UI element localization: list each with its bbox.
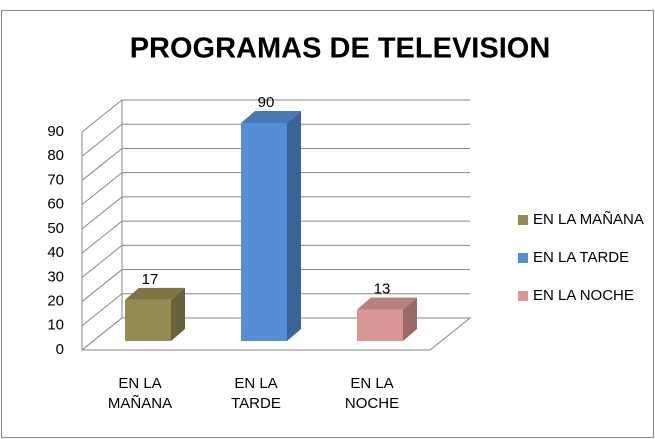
bar <box>241 123 287 341</box>
y-tick-label: 30 <box>47 268 64 285</box>
x-tick-label: EN LA TARDE <box>231 375 281 412</box>
legend-label: EN LA MAÑANA <box>533 211 644 228</box>
bar-top <box>241 111 301 123</box>
bar-side <box>171 287 185 341</box>
y-tick-label: 80 <box>47 147 64 164</box>
bar <box>357 309 403 341</box>
bar <box>125 299 171 341</box>
data-label: 90 <box>258 94 275 111</box>
x-tick-label: EN LA MAÑANA <box>107 375 173 412</box>
x-tick-label: EN LA NOCHE <box>344 375 400 412</box>
y-tick-label: 70 <box>47 171 64 188</box>
legend-label: EN LA TARDE <box>533 249 629 266</box>
legend-swatch <box>518 291 528 301</box>
chart-title: PROGRAMAS DE TELEVISION <box>130 33 551 65</box>
bar-side <box>403 297 417 341</box>
legend-swatch <box>518 253 528 263</box>
y-tick-label: 20 <box>47 293 64 310</box>
y-tick-label: 10 <box>47 317 64 334</box>
data-label: 17 <box>142 271 159 288</box>
y-tick-label: 60 <box>47 196 64 213</box>
bar-side <box>287 111 301 341</box>
y-tick-label: 90 <box>47 123 64 140</box>
legend-label: EN LA NOCHE <box>533 287 634 304</box>
y-tick-label: 0 <box>56 341 64 358</box>
chart-border <box>1 10 654 438</box>
legend-swatch <box>518 215 528 225</box>
bar-top <box>125 287 185 300</box>
y-tick-label: 50 <box>47 220 64 237</box>
bar-top <box>357 297 417 310</box>
y-tick-label: 40 <box>47 244 64 261</box>
data-label: 13 <box>374 280 391 297</box>
